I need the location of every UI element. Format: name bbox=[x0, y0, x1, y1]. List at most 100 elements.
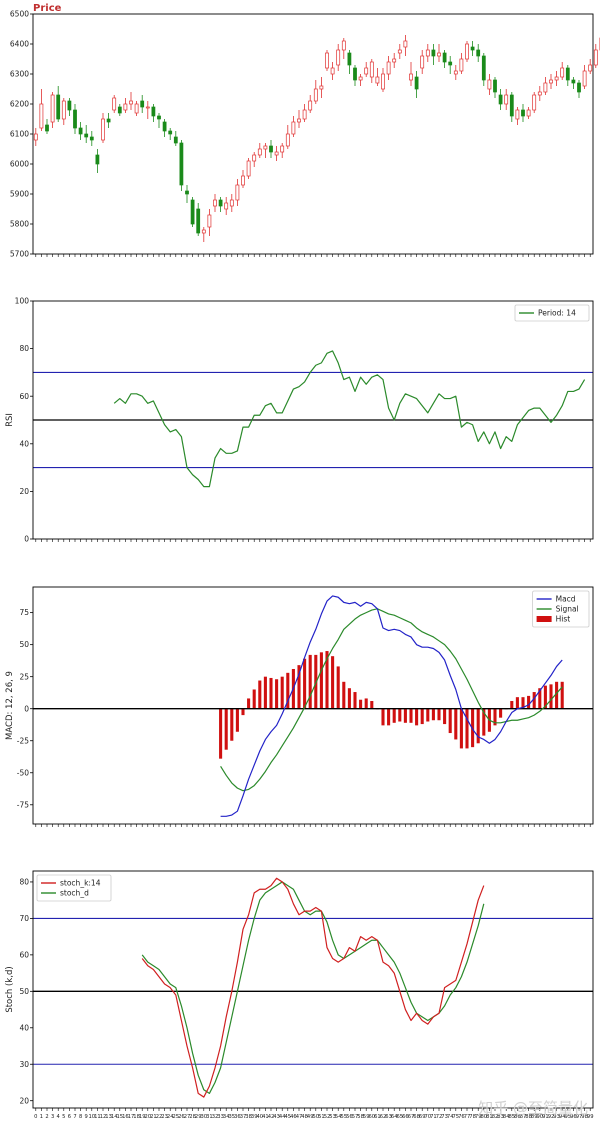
candle-body bbox=[403, 40, 408, 48]
x-tick-label: 46 bbox=[290, 1114, 297, 1120]
x-tick-label: 88 bbox=[525, 1114, 532, 1120]
x-tick-label: 69 bbox=[419, 1114, 426, 1120]
hist-bar bbox=[336, 666, 340, 709]
candle-body bbox=[476, 49, 481, 57]
y-tick-label: 50 bbox=[19, 987, 29, 996]
candle-body bbox=[504, 94, 509, 105]
candle-body bbox=[112, 97, 117, 111]
candle-body bbox=[313, 88, 318, 102]
x-tick-label: 12 bbox=[100, 1114, 107, 1120]
x-tick-label: 6 bbox=[68, 1114, 71, 1120]
x-tick-label: 13 bbox=[105, 1114, 112, 1120]
x-tick-label: 47 bbox=[296, 1114, 303, 1120]
candle-body bbox=[56, 94, 61, 120]
candle-body bbox=[274, 151, 279, 156]
plot-border bbox=[32, 870, 594, 1109]
y-tick-label: 6500 bbox=[10, 10, 29, 19]
hist-bar bbox=[308, 654, 312, 709]
x-tick-label: 25 bbox=[172, 1114, 179, 1120]
candle-body bbox=[308, 100, 313, 111]
x-tick-label: 17 bbox=[128, 1114, 135, 1120]
candle-body bbox=[543, 82, 548, 93]
x-tick-label: 7 bbox=[73, 1114, 76, 1120]
x-tick-label: 29 bbox=[195, 1114, 202, 1120]
candle-body bbox=[196, 208, 201, 234]
x-tick-label: 53 bbox=[329, 1114, 336, 1120]
x-tick-label: 71 bbox=[430, 1114, 437, 1120]
x-tick-label: 5 bbox=[62, 1114, 65, 1120]
hist-bar bbox=[532, 692, 536, 709]
candle-body bbox=[213, 199, 217, 207]
x-tick-label: 51 bbox=[318, 1114, 325, 1120]
hist-bar bbox=[275, 679, 279, 709]
x-tick-label: 60 bbox=[368, 1114, 375, 1120]
x-tick-label: 23 bbox=[161, 1114, 168, 1120]
hist-bar bbox=[280, 676, 284, 709]
x-tick-label: 97 bbox=[576, 1114, 583, 1120]
candle-body bbox=[549, 79, 553, 84]
hist-bar bbox=[420, 708, 424, 725]
y-tick-label: 6300 bbox=[10, 70, 29, 79]
hist-bar bbox=[398, 708, 402, 722]
x-tick-label: 39 bbox=[251, 1114, 258, 1120]
hist-bar bbox=[499, 708, 503, 718]
x-tick-label: 77 bbox=[464, 1114, 471, 1120]
hist-bar bbox=[297, 665, 301, 709]
x-tick-label: 21 bbox=[150, 1114, 157, 1120]
x-tick-label: 70 bbox=[424, 1114, 431, 1120]
y-axis-title: Stoch (k,d) bbox=[5, 966, 15, 1012]
x-tick-label: 37 bbox=[240, 1114, 247, 1120]
candle-body bbox=[218, 199, 223, 207]
rsi-line bbox=[113, 350, 586, 488]
plot-border bbox=[32, 300, 594, 540]
hist-bar bbox=[303, 658, 307, 709]
x-tick-label: 85 bbox=[508, 1114, 515, 1120]
hist-bar bbox=[286, 672, 290, 709]
hist-bar bbox=[387, 708, 391, 726]
candle-body bbox=[554, 76, 559, 81]
x-tick-label: 94 bbox=[559, 1114, 566, 1120]
hist-bar bbox=[459, 708, 463, 749]
x-tick-label: 93 bbox=[553, 1114, 560, 1120]
x-tick-label: 81 bbox=[486, 1114, 493, 1120]
x-tick-label: 76 bbox=[458, 1114, 465, 1120]
hist-bar bbox=[476, 708, 480, 744]
y-tick-label: 60 bbox=[19, 950, 29, 959]
y-tick-label: 100 bbox=[15, 297, 30, 306]
hist-bar bbox=[347, 688, 351, 709]
x-tick-label: 78 bbox=[469, 1114, 476, 1120]
candle-body bbox=[397, 49, 402, 54]
legend-label: stoch_k:14 bbox=[60, 879, 101, 888]
hist-bar bbox=[364, 698, 368, 709]
candle-body bbox=[229, 199, 234, 207]
x-tick-label: 84 bbox=[503, 1114, 510, 1120]
candle-body bbox=[73, 109, 77, 129]
candle-body bbox=[39, 103, 44, 129]
x-tick-label: 99 bbox=[587, 1114, 594, 1120]
x-tick-label: 24 bbox=[167, 1114, 174, 1120]
y-tick-label: -75 bbox=[17, 800, 29, 809]
x-tick-label: 83 bbox=[497, 1114, 504, 1120]
y-tick-label: 20 bbox=[19, 1096, 29, 1105]
candle-body bbox=[106, 118, 111, 123]
y-tick-label: 5900 bbox=[10, 190, 29, 199]
hist-bar bbox=[258, 680, 262, 709]
x-tick-label: 4 bbox=[57, 1114, 61, 1120]
hist-bar bbox=[359, 699, 363, 709]
candle-body bbox=[448, 61, 453, 66]
hist-bar bbox=[515, 697, 519, 709]
candle-body bbox=[241, 175, 245, 186]
candle-body bbox=[50, 94, 55, 123]
hist-bar bbox=[555, 681, 559, 709]
x-tick-label: 27 bbox=[184, 1114, 191, 1120]
hist-bar bbox=[454, 708, 458, 740]
legend-box bbox=[36, 874, 112, 902]
x-tick-label: 36 bbox=[234, 1114, 241, 1120]
candle-body bbox=[381, 73, 385, 90]
candle-body bbox=[95, 154, 100, 165]
candle-body bbox=[336, 49, 341, 66]
x-tick-label: 31 bbox=[206, 1114, 213, 1120]
stoch-d-line bbox=[141, 881, 485, 1095]
hist-bar bbox=[241, 708, 245, 716]
candle-body bbox=[269, 145, 273, 153]
